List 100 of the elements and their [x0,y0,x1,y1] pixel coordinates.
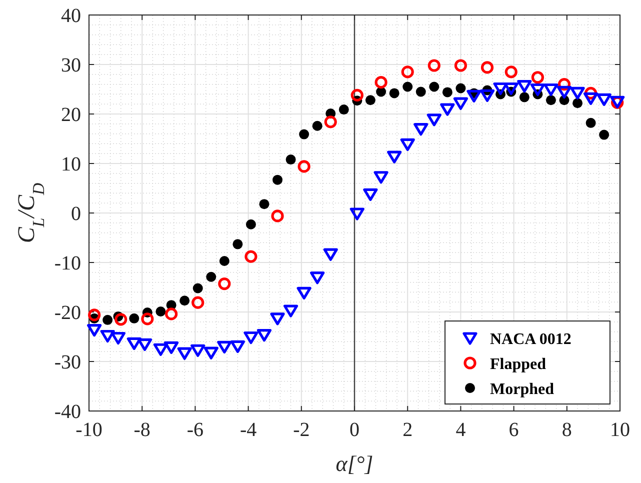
point [596,93,612,106]
point [454,59,467,72]
point [350,88,364,102]
point [88,308,101,322]
point [141,312,154,326]
point [586,118,596,128]
point [363,188,378,201]
point [296,286,312,300]
point [365,95,376,106]
point [323,248,338,261]
x-axis-title: α[°] [336,451,374,476]
point [272,174,283,185]
point [519,92,530,102]
point [416,86,426,97]
x-tick-label: -2 [293,419,310,441]
y-tick-label: 20 [61,104,81,126]
point [442,87,452,98]
point [480,89,495,102]
point [504,82,518,96]
point [401,66,414,78]
legend-label: Morphed [490,381,554,398]
point [504,66,518,78]
point [338,104,349,115]
point [312,120,322,131]
point [259,199,270,210]
point [324,116,337,128]
point [190,344,206,357]
point [204,346,218,360]
point [217,340,232,354]
point [453,97,468,110]
point [402,82,413,92]
point [389,88,400,98]
point [440,103,455,116]
point [102,314,113,325]
point [114,313,128,326]
point [583,92,598,105]
point [283,304,298,318]
point [456,83,466,94]
point [299,129,310,140]
point [256,328,272,342]
point [531,71,544,84]
y-tick-label: -30 [54,352,81,374]
point [129,313,140,324]
point [480,61,494,74]
point [517,80,532,93]
x-tick-label: -6 [186,419,204,441]
point [570,86,585,100]
point [426,114,442,126]
point [244,331,258,344]
y-tick-label: -20 [54,302,81,324]
point [414,123,428,136]
point [387,150,402,164]
x-tick-label: 10 [610,419,630,441]
point [192,283,203,294]
point [286,154,296,165]
y-tick-label: -10 [54,252,81,274]
point [177,347,192,360]
point [374,171,388,184]
point [544,83,558,96]
point [493,82,508,96]
point [546,95,556,106]
x-tick-label: 4 [456,419,466,441]
point [165,308,178,320]
legend-label: Flapped [490,356,546,373]
point [153,343,168,356]
y-tick-label: 10 [61,154,81,176]
point [232,239,243,250]
point [310,272,325,284]
point [466,90,482,102]
point [244,250,258,263]
x-tick-label: -4 [240,419,257,441]
point [156,306,166,317]
point [270,312,285,326]
point [110,332,126,345]
y-tick-label: 0 [71,203,81,225]
point [180,296,190,306]
point [429,82,440,92]
x-tick-label: 6 [508,419,519,441]
x-tick-label: 8 [562,419,572,441]
point [230,340,245,353]
legend-label: NACA 0012 [490,331,572,348]
point [530,83,545,96]
x-tick-label: 0 [350,419,360,441]
point [219,256,230,266]
point [246,219,256,230]
point [572,98,583,108]
point [192,296,204,309]
x-tick-label: -8 [134,419,150,441]
point [87,324,102,337]
y-tick-label: 40 [61,5,81,27]
point [400,138,415,151]
point [374,76,388,89]
point [137,338,152,351]
point [428,59,440,72]
point [556,86,572,99]
point [100,330,115,343]
point [298,160,310,173]
point [206,272,216,282]
x-tick-label: 2 [402,419,413,441]
point [126,337,142,350]
